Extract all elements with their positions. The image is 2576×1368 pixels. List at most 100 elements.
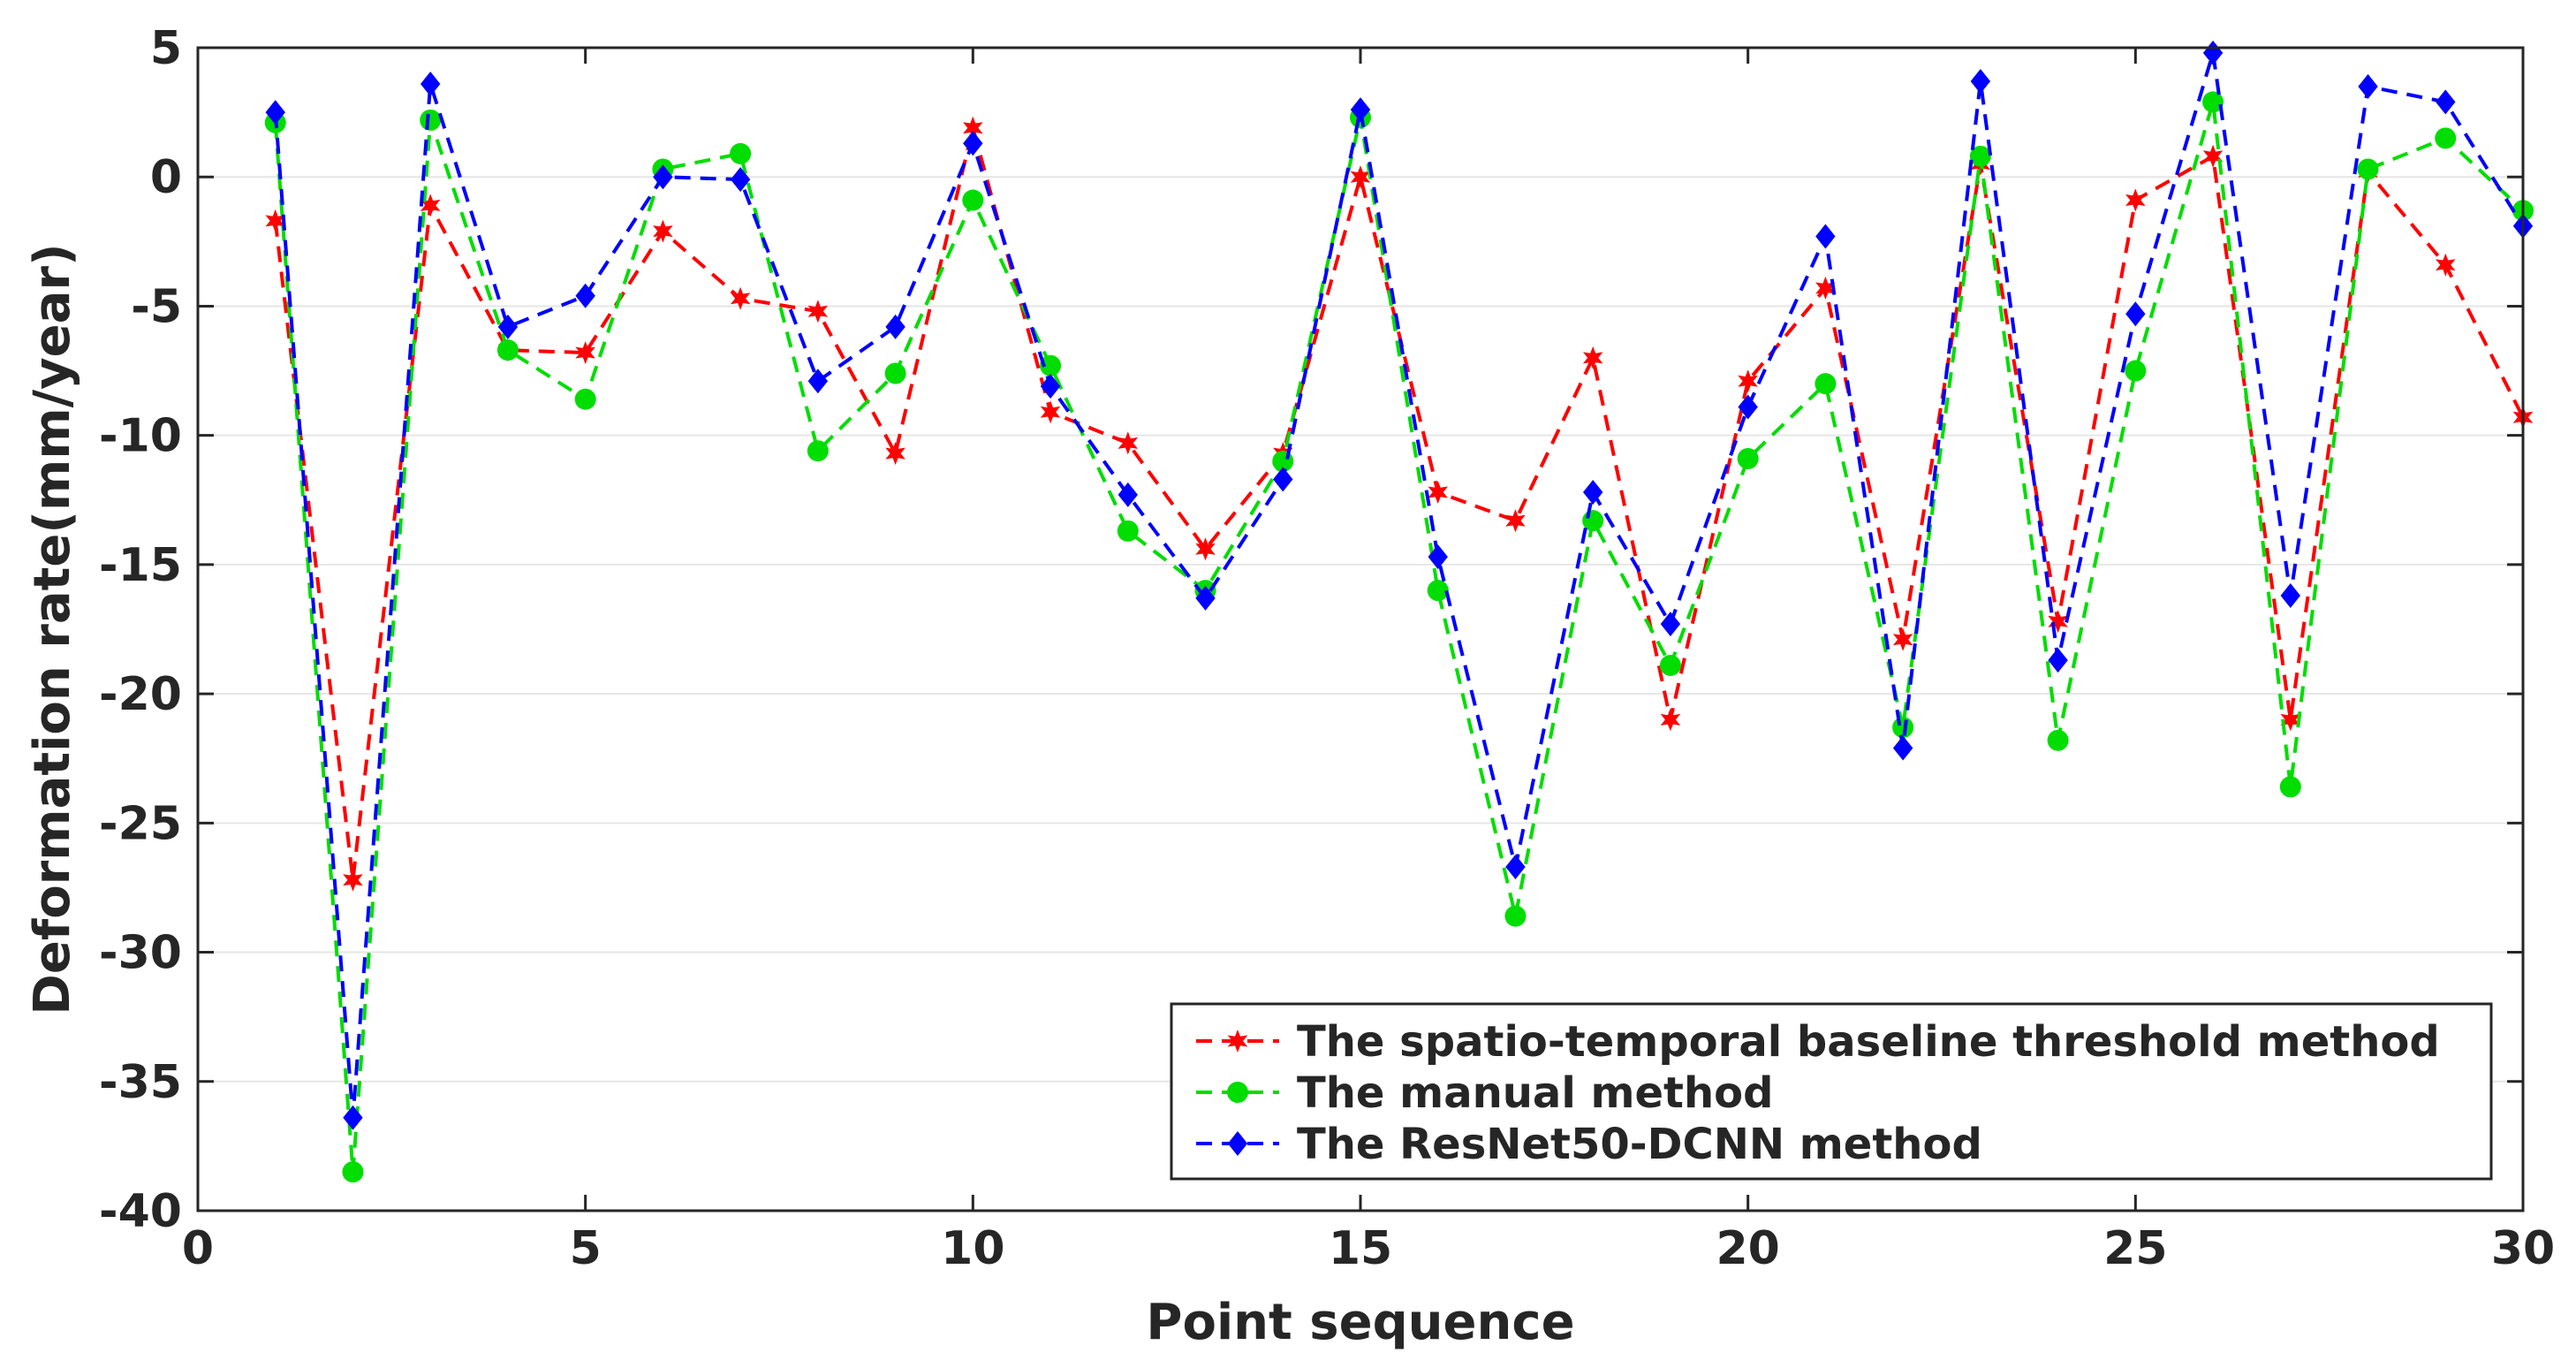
y-tick-label: -30 [99, 927, 182, 980]
data-point [1427, 580, 1449, 602]
data-point [497, 314, 519, 339]
data-point [574, 388, 596, 410]
data-point [730, 142, 752, 164]
data-point [2357, 158, 2379, 180]
data-point [1505, 509, 1526, 533]
x-tick-label: 15 [1329, 1222, 1392, 1275]
series-2 [264, 91, 2534, 1183]
data-point [1738, 369, 1758, 393]
x-tick-label: 30 [2491, 1222, 2555, 1275]
data-point [420, 71, 441, 96]
x-axis-label: Point sequence [1146, 1294, 1574, 1351]
data-point [1660, 708, 1681, 732]
legend-marker [1227, 1082, 1248, 1103]
data-point [1273, 467, 1293, 492]
data-point [496, 339, 519, 361]
data-point [1428, 481, 1448, 504]
data-point [2202, 91, 2224, 113]
data-point [2280, 708, 2301, 732]
y-tick-label: -40 [99, 1185, 182, 1238]
data-point [807, 369, 829, 394]
data-point [2048, 648, 2068, 673]
y-tick-label: -35 [99, 1056, 182, 1109]
data-point [1504, 905, 1527, 927]
x-tick-label: 20 [1716, 1222, 1779, 1275]
data-point [2279, 776, 2301, 798]
y-tick-label: -5 [131, 280, 182, 333]
y-tick-label: -10 [99, 410, 182, 463]
series-layer [264, 40, 2534, 1183]
data-point [1737, 447, 1759, 469]
legend-box [1170, 1002, 2493, 1181]
legend: The spatio-temporal baseline threshold m… [1170, 1002, 2493, 1181]
data-point [1118, 482, 1138, 507]
legend-label: The spatio-temporal baseline threshold m… [1297, 1017, 2440, 1067]
data-point [2436, 89, 2456, 115]
y-tick-label: -15 [99, 539, 182, 592]
data-point [1815, 373, 1837, 395]
y-tick-label: 5 [150, 22, 182, 75]
data-point [1892, 627, 1913, 651]
x-tick-label: 10 [941, 1222, 1004, 1275]
data-point [1970, 69, 1991, 95]
x-tick-label: 5 [570, 1222, 602, 1275]
series-line [273, 52, 2525, 1118]
data-point [2125, 360, 2147, 382]
x-axis-ticks: 0 5 10 15 20 25 30 [182, 48, 2555, 1275]
data-point [962, 189, 984, 211]
data-point [1040, 400, 1061, 424]
data-point [1040, 374, 1061, 399]
data-point [2436, 253, 2456, 277]
series-line [273, 101, 2525, 1173]
data-point [1195, 585, 1216, 611]
y-tick-label: -20 [99, 668, 182, 721]
data-point [1738, 394, 1758, 420]
data-point [730, 286, 751, 310]
data-point [1040, 354, 1062, 376]
y-axis-ticks: 5 0 -5 -10 -15 -20 -25 -30 -35 -40 [99, 22, 2523, 1238]
y-tick-label: 0 [150, 151, 182, 204]
data-point [1892, 735, 1913, 761]
data-point [1815, 224, 1836, 249]
data-point [1583, 480, 1603, 505]
data-point [2435, 127, 2457, 149]
data-point [2125, 188, 2146, 212]
data-point [265, 209, 285, 232]
data-point [1505, 855, 1526, 880]
data-point [2280, 582, 2300, 608]
data-point [963, 116, 983, 140]
y-axis-label: Deformation rate(mm/year) [24, 243, 81, 1015]
data-point [730, 167, 751, 193]
legend-marker [1227, 1030, 1248, 1053]
data-point [885, 442, 905, 466]
data-point [1969, 145, 1991, 167]
legend-marker [1227, 1131, 1248, 1156]
data-point [1350, 165, 1371, 189]
data-point [1582, 346, 1603, 369]
data-point [420, 109, 442, 131]
legend-label: The ResNet50-DCNN method [1297, 1120, 1982, 1169]
data-point [2358, 73, 2378, 99]
series-3 [265, 40, 2534, 1130]
legend-label: The manual method [1297, 1068, 1774, 1118]
data-point [1660, 612, 1681, 637]
data-point [343, 1105, 363, 1130]
data-point [575, 341, 595, 365]
data-point [2047, 729, 2069, 751]
y-tick-label: -25 [99, 797, 182, 850]
data-point [653, 219, 673, 243]
data-point [807, 300, 829, 323]
data-point [2048, 610, 2068, 634]
data-point [885, 314, 905, 339]
series-1 [265, 116, 2534, 892]
data-point [963, 131, 983, 156]
data-point [342, 1161, 364, 1183]
data-point [2202, 40, 2224, 65]
data-point [807, 440, 829, 462]
data-point [1350, 97, 1371, 123]
x-tick-label: 0 [182, 1222, 214, 1275]
data-point [884, 362, 906, 384]
data-point [653, 164, 673, 190]
series-line [273, 127, 2525, 880]
data-point [2202, 144, 2224, 168]
